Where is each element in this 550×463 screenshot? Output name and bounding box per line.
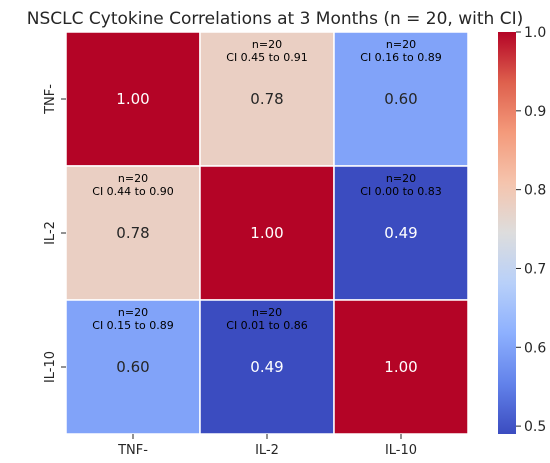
cell-value-label: 0.49 xyxy=(384,224,417,242)
colorbar-tick-label: 0.6 xyxy=(524,340,546,356)
x-axis-ticks: TNF- IL-2 IL-10 xyxy=(117,434,417,458)
heatmap-cell xyxy=(199,299,335,435)
heatmap-cell xyxy=(65,31,201,167)
cell-value-label: 0.78 xyxy=(250,90,283,108)
cell-value-label: 1.00 xyxy=(250,224,283,242)
heatmap-cell xyxy=(333,31,469,167)
colorbar: 0.5 0.6 0.7 0.8 0.9 1.0 xyxy=(498,25,546,435)
y-tick-label: IL-10 xyxy=(43,351,58,383)
colorbar-tick-label: 0.5 xyxy=(524,419,546,435)
colorbar-gradient xyxy=(498,32,516,434)
cell-ci-annotation: CI 0.44 to 0.90 xyxy=(92,185,173,198)
cell-n-annotation: n=20 xyxy=(118,306,148,319)
cell-value-label: 0.49 xyxy=(250,358,283,376)
colorbar-tick-label: 0.8 xyxy=(524,183,546,199)
colorbar-tick-label: 1.0 xyxy=(524,25,546,41)
x-tick-label: TNF- xyxy=(117,443,148,458)
cell-n-annotation: n=20 xyxy=(252,306,282,319)
colorbar-tick-label: 0.7 xyxy=(524,261,546,277)
heatmap-cell xyxy=(199,165,335,301)
heatmap-cell xyxy=(199,31,335,167)
colorbar-tick-label: 0.9 xyxy=(524,104,546,120)
x-tick-label: IL-10 xyxy=(385,443,417,458)
cell-value-label: 0.78 xyxy=(116,224,149,242)
cell-ci-annotation: CI 0.00 to 0.83 xyxy=(360,185,441,198)
y-tick-label: TNF- xyxy=(43,84,58,115)
chart-title: NSCLC Cytokine Correlations at 3 Months … xyxy=(27,9,523,29)
cell-ci-annotation: CI 0.15 to 0.89 xyxy=(92,319,173,332)
cell-value-label: 1.00 xyxy=(384,358,417,376)
cell-n-annotation: n=20 xyxy=(386,172,416,185)
heatmap-cell xyxy=(333,165,469,301)
cell-value-label: 0.60 xyxy=(116,358,149,376)
cell-ci-annotation: CI 0.45 to 0.91 xyxy=(226,51,307,64)
cell-n-annotation: n=20 xyxy=(118,172,148,185)
cell-value-label: 0.60 xyxy=(384,90,417,108)
cell-n-annotation: n=20 xyxy=(252,38,282,51)
heatmap-cell xyxy=(65,165,201,301)
y-tick-label: IL-2 xyxy=(43,221,58,245)
cell-ci-annotation: CI 0.01 to 0.86 xyxy=(226,319,307,332)
cell-n-annotation: n=20 xyxy=(386,38,416,51)
cell-ci-annotation: CI 0.16 to 0.89 xyxy=(360,51,441,64)
x-tick-label: IL-2 xyxy=(255,443,279,458)
cell-value-label: 1.00 xyxy=(116,90,149,108)
y-axis-ticks: TNF- IL-2 IL-10 xyxy=(43,84,66,383)
